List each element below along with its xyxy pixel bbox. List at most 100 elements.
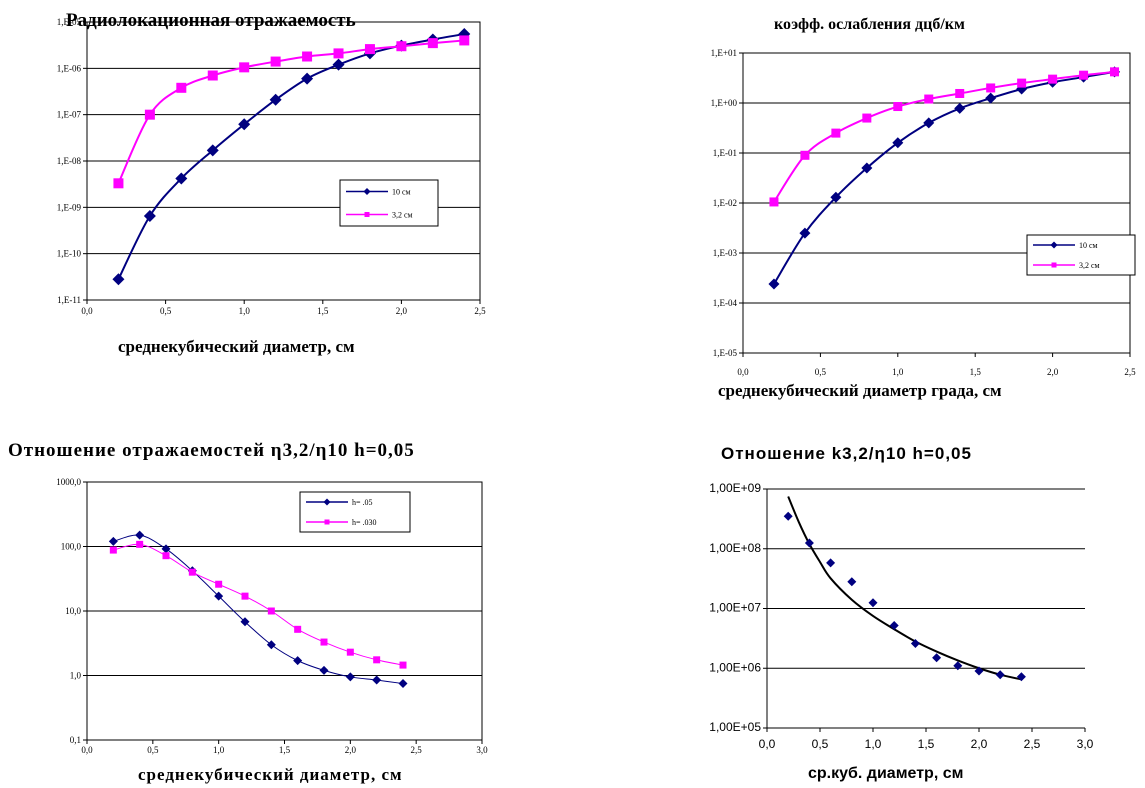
- data-point: [910, 638, 920, 648]
- data-point: [372, 675, 382, 685]
- x-tick-label: 1,0: [865, 737, 882, 751]
- y-tick-label: 1,E-01: [713, 148, 737, 158]
- data-point: [238, 118, 251, 131]
- data-point: [831, 128, 841, 138]
- y-tick-label: 1,E-05: [57, 17, 82, 27]
- y-tick-label: 1,0: [70, 671, 82, 681]
- legend-label: 10 см: [392, 188, 411, 197]
- data-point: [955, 88, 965, 98]
- data-point: [267, 607, 275, 615]
- legend-box: [339, 179, 439, 227]
- chart-2-title: коэфф. ослабления дцб/км: [774, 16, 965, 33]
- legend-swatch-marker: [1050, 241, 1058, 249]
- legend-label: 3,2 см: [1079, 261, 1100, 270]
- data-point: [207, 70, 218, 81]
- data-point: [161, 544, 171, 554]
- data-point: [932, 653, 942, 663]
- y-tick-label: 1,00E+05: [709, 720, 761, 734]
- data-point: [302, 51, 313, 62]
- chart-1-xlabel: среднекубический диаметр, см: [118, 337, 355, 356]
- x-tick-label: 2,5: [1124, 367, 1136, 377]
- data-point: [214, 591, 224, 601]
- data-point: [319, 665, 329, 675]
- y-tick-label: 100,0: [61, 542, 82, 552]
- data-point: [893, 102, 903, 112]
- legend-swatch-marker: [363, 188, 371, 195]
- data-point: [301, 72, 314, 85]
- y-tick-label: 1,E-02: [713, 198, 737, 208]
- y-tick-label: 1,E-06: [57, 63, 82, 73]
- data-point: [175, 172, 188, 185]
- data-point: [799, 227, 811, 239]
- x-tick-label: 0,0: [81, 306, 93, 316]
- data-point: [364, 44, 375, 55]
- data-point: [427, 38, 438, 49]
- x-tick-label: 0,5: [812, 737, 829, 751]
- legend-label: 3,2 см: [392, 211, 413, 220]
- data-point: [113, 178, 124, 189]
- chart-3-title: Отношение отражаемостей η3,2/η10 h=0,05: [8, 440, 415, 461]
- data-point: [1079, 70, 1089, 80]
- data-point: [143, 210, 156, 223]
- data-point: [240, 617, 250, 627]
- data-point: [862, 113, 872, 123]
- data-point: [459, 35, 470, 46]
- x-tick-label: 0,0: [759, 737, 776, 751]
- y-tick-label: 1,E+00: [711, 98, 738, 108]
- x-tick-label: 0,0: [81, 745, 93, 755]
- data-point: [783, 511, 793, 521]
- x-tick-label: 1,0: [892, 367, 904, 377]
- data-point: [270, 56, 281, 67]
- legend-box: [299, 491, 411, 533]
- data-point: [1048, 74, 1058, 84]
- legend-swatch-marker: [323, 498, 331, 506]
- data-point: [769, 197, 779, 207]
- data-point: [830, 191, 842, 203]
- chart-1-title: Радиолокационная отражаемость: [66, 10, 356, 31]
- data-point: [995, 670, 1005, 680]
- y-tick-label: 1,E-10: [57, 249, 82, 259]
- data-point: [768, 278, 780, 290]
- y-tick-label: 1,00E+07: [709, 601, 761, 615]
- data-point: [1110, 67, 1120, 77]
- data-point: [345, 672, 355, 682]
- data-point: [398, 679, 408, 689]
- data-point: [241, 592, 249, 600]
- y-tick-label: 1,00E+09: [709, 481, 761, 495]
- x-tick-label: 0,5: [160, 306, 172, 316]
- data-point: [215, 580, 223, 588]
- x-tick-label: 1,5: [317, 306, 329, 316]
- x-tick-label: 2,0: [345, 745, 357, 755]
- y-tick-label: 10,0: [65, 606, 81, 616]
- y-tick-label: 1,E-05: [713, 348, 738, 358]
- chart-4-xlabel: ср.куб. диаметр, см: [808, 765, 964, 782]
- legend-label: 10 см: [1079, 241, 1098, 250]
- chart-3-xlabel: среднекубический диаметр, см: [138, 765, 403, 784]
- y-tick-label: 1,E-09: [57, 202, 82, 212]
- data-point: [892, 137, 904, 149]
- data-point: [294, 625, 302, 633]
- x-tick-label: 2,0: [396, 306, 408, 316]
- y-tick-label: 1,E-07: [57, 110, 82, 120]
- y-tick-label: 1000,0: [56, 477, 81, 487]
- x-tick-label: 1,0: [213, 745, 225, 755]
- data-point: [333, 48, 344, 59]
- data-point: [332, 58, 345, 71]
- y-tick-label: 1,00E+06: [709, 660, 761, 674]
- data-point: [889, 620, 899, 630]
- data-point: [826, 558, 836, 568]
- trendline: [787, 496, 1022, 681]
- data-point: [162, 552, 170, 560]
- data-point: [108, 536, 118, 546]
- x-tick-label: 0,0: [737, 367, 749, 377]
- x-tick-label: 1,5: [918, 737, 935, 751]
- data-point: [954, 102, 966, 114]
- data-point: [986, 83, 996, 93]
- data-point: [1017, 78, 1027, 88]
- legend-swatch-marker: [324, 519, 330, 525]
- data-point: [293, 656, 303, 666]
- x-tick-label: 0,5: [147, 745, 159, 755]
